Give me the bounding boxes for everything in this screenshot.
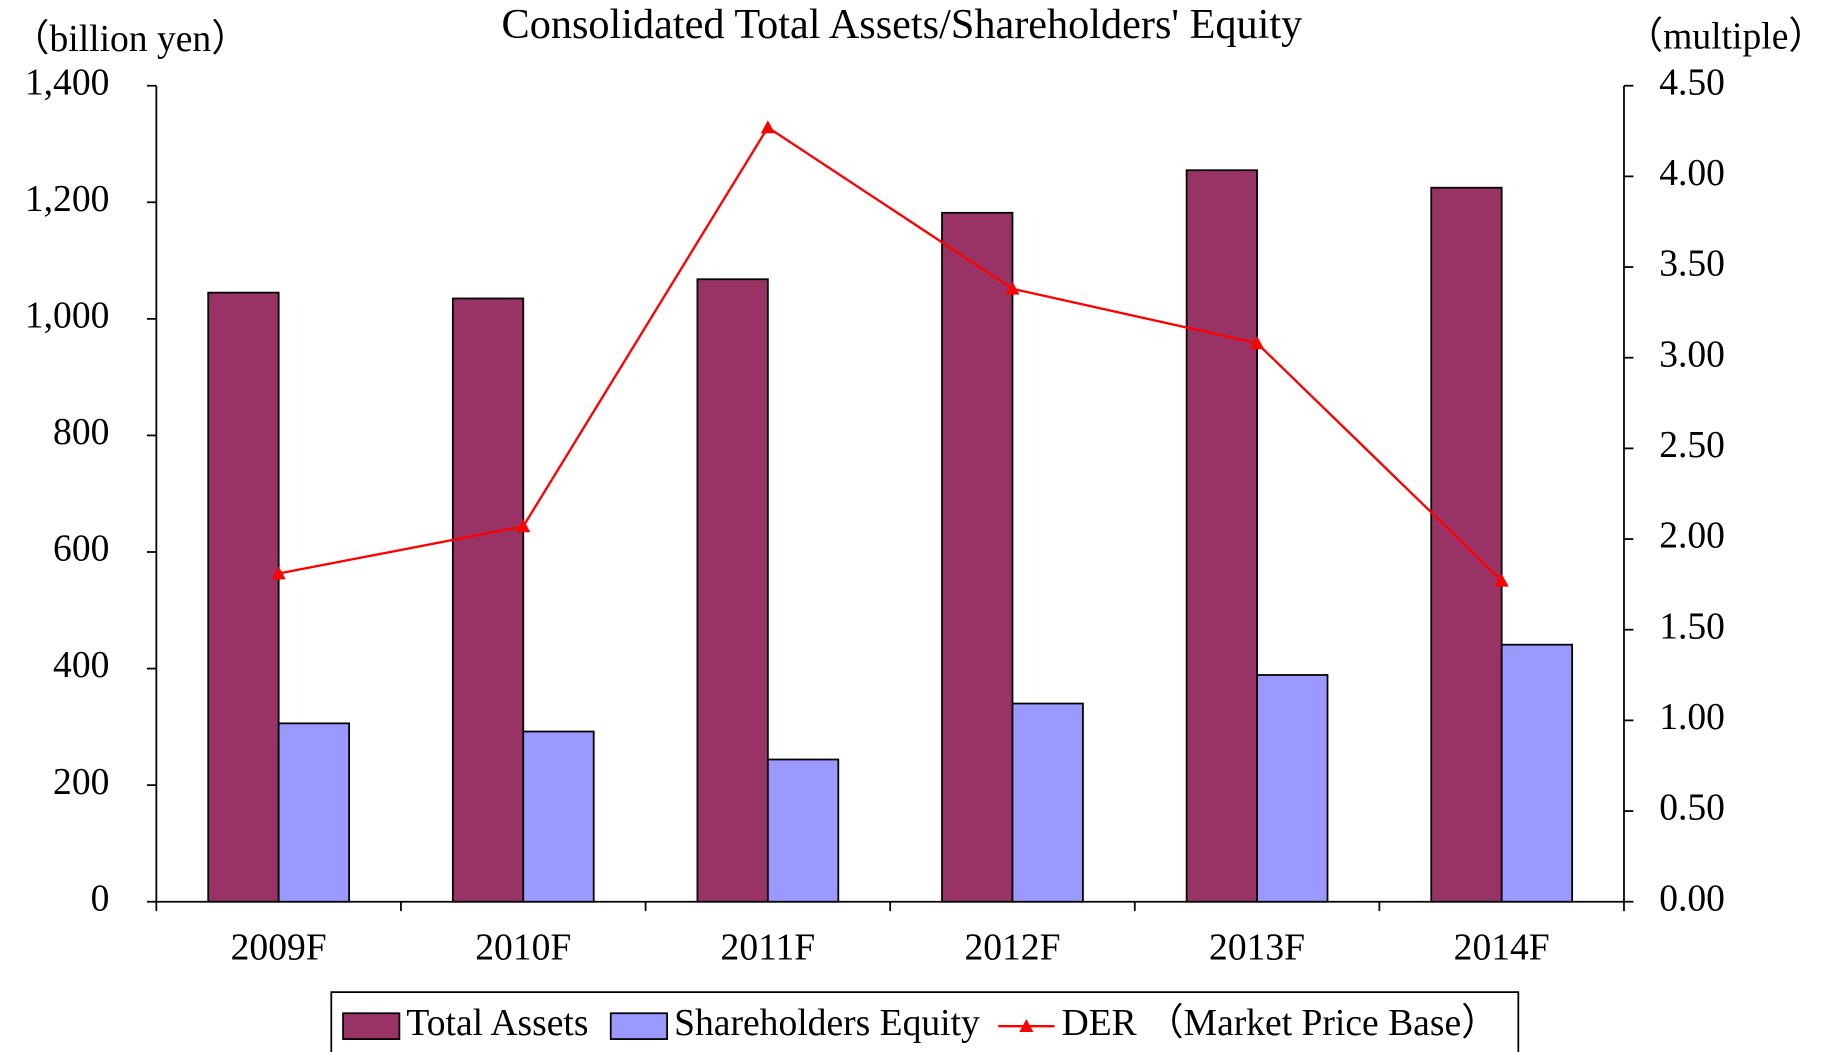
bar (696, 278, 769, 903)
y-tick-label: 200 (53, 762, 109, 803)
line-marker (1250, 336, 1265, 350)
line-marker (516, 519, 531, 533)
y2-tick-label: 1.50 (1659, 606, 1725, 647)
bar (766, 758, 840, 903)
y2-tick-label: 4.50 (1659, 62, 1725, 103)
legend-label: Total Assets (406, 1003, 588, 1044)
y-tick-label: 1,200 (25, 179, 110, 220)
bar (1430, 186, 1503, 903)
y2-tick-label: 2.50 (1659, 425, 1725, 466)
bar (1011, 702, 1084, 903)
chart-title: Consolidated Total Assets/Shareholders' … (502, 1, 1303, 48)
y-tick-label: 600 (53, 529, 109, 570)
bar (207, 291, 280, 903)
bar (522, 730, 595, 903)
x-tick-label: 2014F (1454, 928, 1550, 969)
legend-label: Shareholders Equity (674, 1003, 980, 1044)
legend-swatch (342, 1012, 401, 1040)
line (278, 125, 1503, 582)
x-tick-label: 2011F (721, 928, 816, 969)
x-tick-label: 2009F (231, 928, 327, 969)
line-marker (1005, 281, 1020, 295)
x-tick-label: 2012F (964, 928, 1060, 969)
line-marker (1494, 573, 1509, 587)
y2-tick-label: 3.50 (1659, 244, 1725, 285)
y2-tick-label: 4.00 (1659, 153, 1725, 194)
bar (1185, 169, 1258, 903)
y-tick-label: 800 (53, 412, 109, 453)
bar (451, 297, 525, 903)
line-marker (271, 566, 286, 580)
bar (1500, 643, 1574, 903)
y-tick-label: 0 (91, 878, 110, 919)
y-tick-label: 400 (53, 645, 109, 686)
x-tick-label: 2010F (475, 928, 571, 969)
y2-tick-label: 0.50 (1659, 788, 1725, 829)
legend-box (330, 991, 1520, 1052)
y-axis-label: （billion yen） (12, 19, 249, 60)
legend-marker (1019, 1019, 1034, 1033)
x-tick-label: 2013F (1209, 928, 1305, 969)
y2-tick-label: 0.00 (1659, 878, 1725, 919)
legend-swatch (609, 1012, 668, 1040)
y2-axis-label: （multiple） (1626, 17, 1826, 58)
legend-label: DER （Market Price Base） (1062, 1003, 1499, 1044)
y2-tick-label: 2.00 (1659, 516, 1725, 557)
y-tick-label: 1,400 (25, 62, 110, 103)
y2-tick-label: 3.00 (1659, 334, 1725, 375)
bar (941, 211, 1014, 903)
y-tick-label: 1,000 (25, 295, 110, 336)
bar (277, 722, 350, 903)
bar (1256, 674, 1329, 903)
y2-tick-label: 1.00 (1659, 697, 1725, 738)
line-marker (760, 120, 775, 134)
